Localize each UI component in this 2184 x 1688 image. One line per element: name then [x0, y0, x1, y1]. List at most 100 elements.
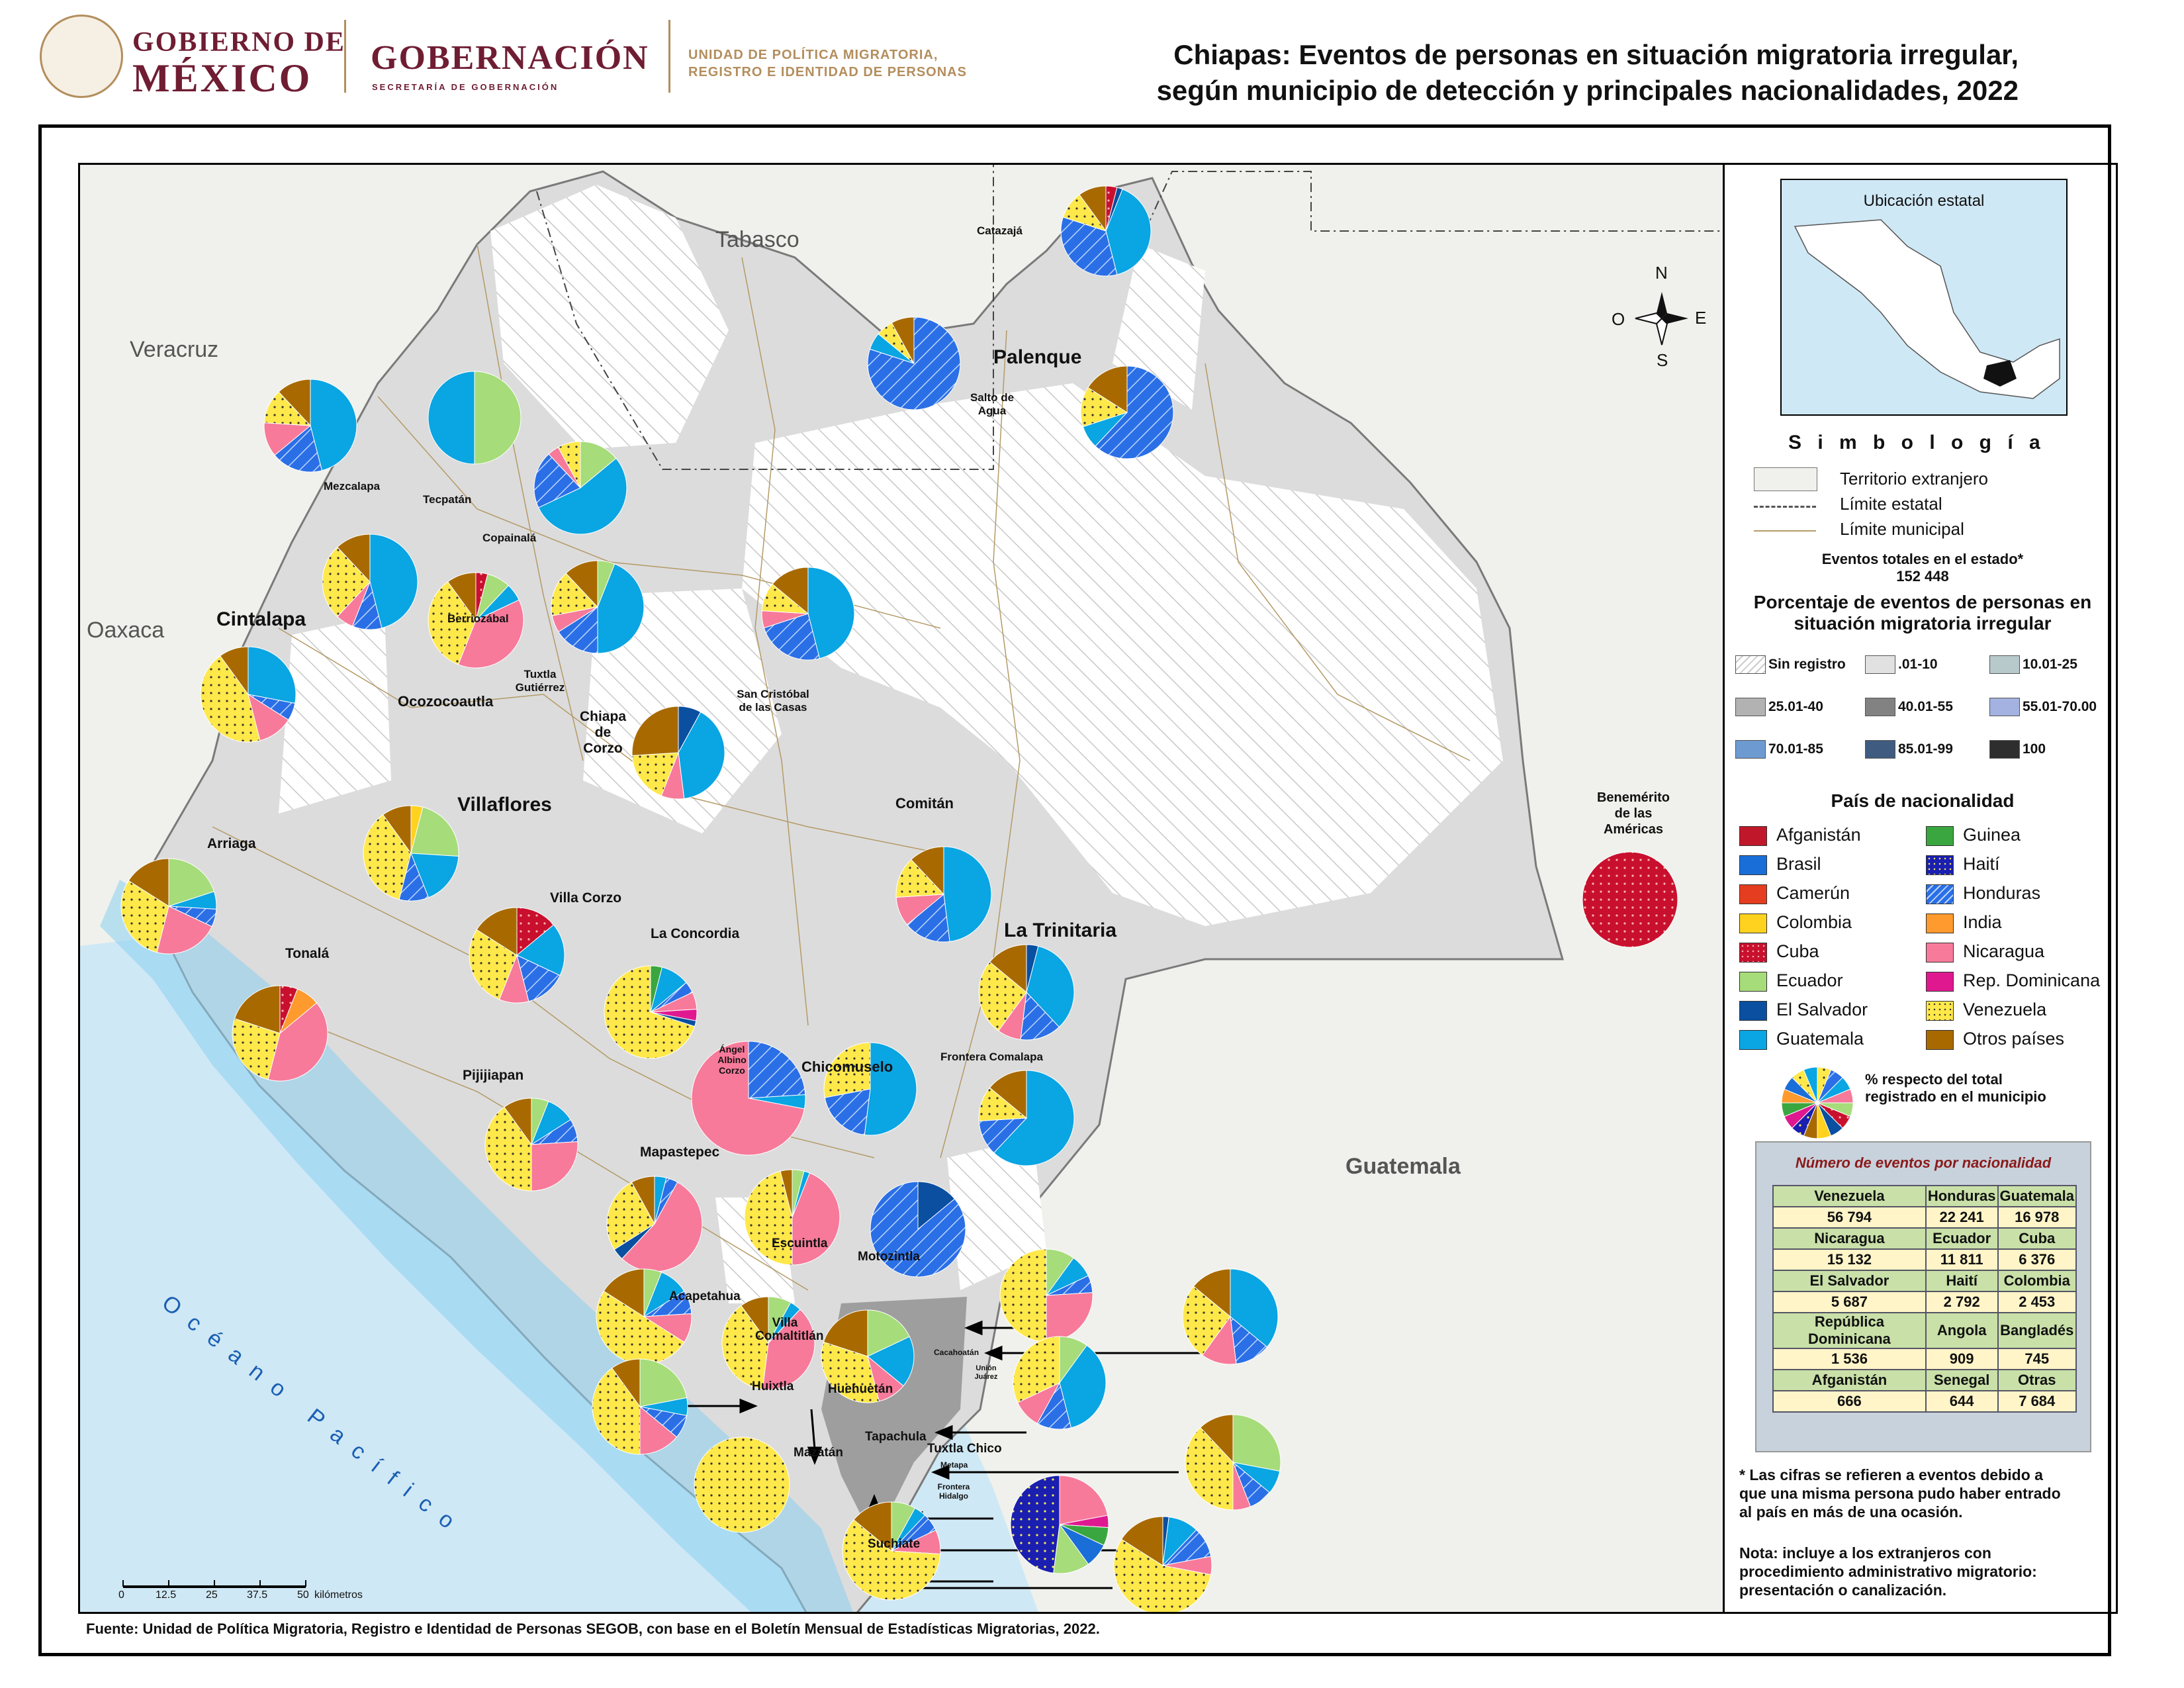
scale-bar — [122, 1580, 306, 1588]
pie-slice — [792, 1172, 841, 1266]
no-record-area — [742, 383, 1503, 926]
mun-label: Frontera Comalapa — [940, 1051, 1043, 1063]
table-cell: 2 792 — [1925, 1291, 1999, 1313]
pie-slice — [1059, 1475, 1109, 1525]
pie-slice — [168, 858, 215, 907]
mun-label: Comitán — [895, 795, 954, 812]
compass-o-label: O — [1612, 309, 1625, 329]
pct-class-label: 70.01-85 — [1768, 741, 1823, 757]
pie-slice — [1095, 365, 1174, 459]
municipality-pie — [363, 805, 459, 902]
pct-class-swatch — [1735, 655, 1766, 674]
municipality-pie — [1080, 365, 1174, 459]
pie-slice — [1185, 1427, 1234, 1511]
total-events: Eventos totales en el estado* 152 448 — [1741, 551, 2105, 585]
note-2: Nota: incluye a los extranjeros con proc… — [1739, 1544, 2037, 1599]
pie-slice — [1010, 1475, 1060, 1573]
state-label-veracruz: Veracruz — [130, 337, 219, 362]
municipality-pie — [1113, 1516, 1212, 1612]
nationality-label: Afganistán — [1776, 825, 1861, 845]
pie-slice — [748, 1041, 806, 1099]
table-cell: Honduras — [1925, 1185, 1999, 1207]
mun-label: Cacahoatán — [934, 1348, 979, 1357]
pie-slice — [989, 944, 1027, 994]
mun-label: Motozintla — [858, 1250, 920, 1264]
foreign-territory-swatch — [1754, 467, 1817, 491]
mun-label: Frontera Hidalgo — [937, 1482, 970, 1501]
table-cell: Senegal — [1925, 1369, 1999, 1391]
nationality-swatch — [1739, 1030, 1767, 1050]
scale-tick: 25 — [206, 1589, 218, 1601]
pie-slice — [639, 1358, 688, 1407]
table-cell: El Salvador — [1772, 1270, 1927, 1292]
pie-slice — [278, 379, 311, 427]
mun-label: Mapastepec — [640, 1145, 720, 1160]
pie-note-1: % respecto del total — [1865, 1071, 2003, 1088]
pct-class-swatch — [1735, 698, 1766, 716]
pct-class-label: .01-10 — [1898, 657, 1938, 672]
nationality-swatch — [1739, 855, 1767, 875]
note-1-line-2: que una misma persona pudo haber entrado — [1739, 1485, 2061, 1502]
pie-slice — [867, 1309, 911, 1357]
pie-slice — [596, 1290, 685, 1365]
mun-label: Suchiate — [868, 1537, 921, 1551]
note-2-line-2: procedimiento administrativo migratorio: — [1739, 1563, 2037, 1580]
pie-slice — [156, 906, 212, 955]
pie-slice — [551, 573, 598, 616]
pie-charts — [120, 185, 1678, 1612]
municipality-pie — [1582, 851, 1678, 948]
pie-slice — [807, 567, 855, 659]
nationality-swatch — [1926, 943, 1954, 962]
pie-slice — [267, 1002, 328, 1082]
pie-slice — [310, 379, 357, 471]
pie-slice — [580, 441, 617, 489]
pie-slice — [232, 1018, 281, 1080]
header-divider-2 — [668, 20, 670, 93]
nationality-swatch — [1926, 884, 1954, 904]
mun-label: Tecpatán — [423, 493, 472, 506]
note-2-line-3: presentación o canalización. — [1739, 1581, 1947, 1599]
mun-label: Pijijiapan — [463, 1068, 524, 1083]
municipality-pie — [1010, 1475, 1109, 1574]
nationality-label: Cuba — [1776, 941, 1819, 961]
pct-class-label: Sin registro — [1768, 657, 1846, 672]
pie-slice — [870, 1181, 966, 1278]
municipality-pie — [842, 1501, 941, 1601]
pie-slice — [824, 1088, 871, 1136]
pct-title-2: situación migratoria irregular — [1794, 613, 2052, 633]
pie-slice — [1200, 1414, 1234, 1464]
total-label: Eventos totales en el estado* — [1821, 551, 2024, 567]
legend-item-foreign: Territorio extranjero — [1840, 469, 1988, 489]
municipality-pie — [999, 1248, 1093, 1342]
table-row: Afganistán Senegal Otras — [1772, 1369, 2077, 1391]
municipality-pie — [200, 646, 296, 743]
mun-label: Benemérito de las Américas — [1596, 790, 1670, 837]
state-limit-swatch — [1754, 506, 1816, 508]
table-cell: Afganistán — [1772, 1369, 1927, 1391]
pie-slice — [1105, 189, 1152, 275]
municipality-pie — [870, 1181, 966, 1278]
pie-slice — [639, 1405, 678, 1455]
pie-slice — [504, 1098, 532, 1146]
mun-label: Unión Juárez — [974, 1364, 998, 1381]
table-row: Nicaragua Ecuador Cuba — [1772, 1227, 2077, 1250]
mexico-seal-icon — [40, 15, 123, 98]
pie-slice — [772, 567, 809, 615]
compass-e-label: E — [1695, 308, 1707, 328]
table-cell: 666 — [1772, 1390, 1927, 1413]
mun-label: Acapetahua — [669, 1289, 741, 1303]
pie-slice — [248, 646, 296, 704]
pie-slice — [631, 1176, 655, 1225]
nationality-label: Otros países — [1963, 1029, 2065, 1049]
mun-label: Villa Corzo — [550, 890, 622, 906]
pct-class-label: 25.01-40 — [1768, 699, 1823, 714]
source-note: Fuente: Unidad de Política Migratoria, R… — [86, 1620, 1100, 1637]
scale-tick: 37.5 — [247, 1589, 268, 1601]
header-divider — [344, 20, 346, 93]
table-cell: 745 — [1997, 1348, 2077, 1370]
table-cell: Nicaragua — [1772, 1227, 1927, 1250]
state-label-oaxaca: Oaxaca — [87, 618, 165, 643]
mun-la-trinitaria: La Trinitaria — [1004, 919, 1117, 941]
municipality-pie — [744, 1169, 841, 1266]
table-row: El Salvador Haití Colombia — [1772, 1270, 2077, 1292]
